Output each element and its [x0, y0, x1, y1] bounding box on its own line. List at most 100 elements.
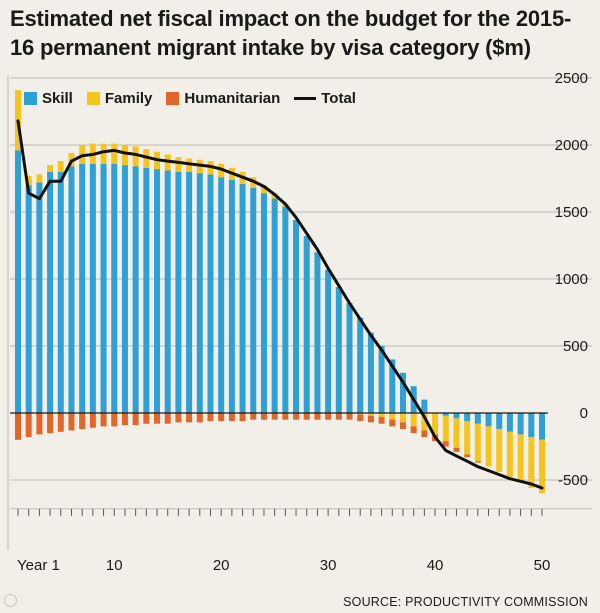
bar-family-year-44 [474, 423, 481, 462]
bar-humanitarian-year-4 [47, 413, 54, 434]
bar-family-year-9 [100, 143, 107, 164]
bar-family-year-16 [175, 157, 182, 172]
x-tick-label: 20 [213, 557, 230, 574]
y-tick-label: 1500 [555, 204, 588, 221]
bar-humanitarian-year-9 [100, 413, 107, 427]
bar-family-year-40 [432, 413, 439, 435]
bar-skill-year-30 [325, 269, 332, 413]
bar-skill-year-15 [164, 170, 171, 413]
bar-humanitarian-year-39 [421, 430, 428, 438]
bar-humanitarian-year-42 [453, 447, 460, 452]
bar-skill-year-9 [100, 163, 107, 413]
legend-label-family: Family [104, 90, 153, 107]
bar-skill-year-20 [218, 177, 225, 413]
bar-skill-year-33 [357, 317, 364, 413]
legend-swatch-humanitarian [166, 92, 180, 105]
bar-skill-year-26 [282, 206, 289, 413]
bar-skill-year-43 [464, 413, 471, 422]
bar-skill-year-10 [111, 163, 118, 413]
bar-humanitarian-year-28 [303, 413, 310, 420]
bar-skill-year-46 [496, 413, 503, 430]
bar-family-year-47 [506, 431, 513, 478]
bar-skill-year-50 [539, 413, 545, 440]
bar-skill-year-39 [421, 399, 428, 413]
legend-item-total: Total [294, 90, 356, 107]
bar-humanitarian-year-25 [271, 413, 278, 420]
legend-label-total: Total [321, 90, 356, 107]
bar-skill-year-31 [335, 287, 342, 413]
bar-humanitarian-year-21 [228, 413, 235, 422]
bar-skill-year-36 [389, 359, 396, 413]
bar-family-year-46 [496, 429, 503, 472]
bar-humanitarian-year-38 [410, 426, 417, 434]
bar-family-year-35 [378, 413, 385, 418]
bar-skill-year-29 [314, 252, 321, 413]
legend-item-humanitarian: Humanitarian [166, 90, 280, 107]
bar-skill-year-35 [378, 346, 385, 413]
bar-skill-year-14 [154, 169, 161, 413]
total-line-group [16, 119, 544, 490]
x-tick-label: Year 1 [17, 557, 60, 574]
bar-skill-year-44 [474, 413, 481, 424]
bar-humanitarian-year-26 [282, 413, 289, 420]
bar-skill-year-12 [132, 166, 139, 413]
bar-skill-year-37 [399, 372, 406, 413]
bar-family-year-36 [389, 413, 396, 420]
bar-humanitarian-year-19 [207, 413, 214, 422]
total-line [16, 119, 544, 490]
legend-swatch-skill [24, 92, 37, 105]
bar-skill-year-28 [303, 236, 310, 413]
bar-humanitarian-year-15 [164, 413, 171, 424]
bar-humanitarian-year-12 [132, 413, 139, 426]
bar-family-year-48 [517, 434, 524, 483]
bar-skill-year-16 [175, 171, 182, 413]
y-tick-label: 2500 [555, 70, 588, 87]
bar-humanitarian-year-41 [442, 441, 449, 447]
legend-swatch-total [294, 97, 317, 100]
legend-swatch-family [86, 92, 100, 105]
bar-humanitarian-year-8 [89, 413, 96, 428]
bar-family-year-11 [121, 145, 128, 166]
bar-skill-year-45 [485, 413, 492, 427]
bar-skill-year-7 [79, 163, 86, 413]
bar-family-year-12 [132, 146, 139, 167]
bar-skill-year-49 [528, 413, 535, 438]
bar-skill-year-2 [25, 185, 32, 413]
bar-skill-year-21 [228, 179, 235, 413]
bar-skill-year-27 [293, 220, 300, 413]
y-tick-label: 0 [580, 405, 588, 422]
bar-skill-year-23 [250, 187, 257, 413]
bar-skill-year-13 [143, 167, 150, 413]
bar-family-year-10 [111, 143, 118, 164]
bar-humanitarian-year-36 [389, 419, 396, 427]
bar-skill-year-17 [186, 171, 193, 413]
bar-family-year-41 [442, 415, 449, 442]
x-tick-label: 40 [427, 557, 444, 574]
bar-family-year-49 [528, 437, 535, 489]
bar-family-year-45 [485, 426, 492, 467]
bar-skill-year-11 [121, 165, 128, 413]
bar-family-year-3 [36, 174, 43, 183]
gridlines [7, 75, 592, 550]
bar-family-year-39 [421, 413, 428, 431]
x-tick-label: 30 [320, 557, 337, 574]
bar-skill-year-5 [57, 171, 64, 413]
source-note: SOURCE: PRODUCTIVITY COMMISSION [343, 595, 588, 609]
bar-humanitarian-year-18 [196, 413, 203, 423]
bar-humanitarian-year-37 [399, 422, 406, 430]
legend-label-skill: Skill [42, 90, 73, 107]
x-tick-label: 50 [534, 557, 551, 574]
y-tick-label: 2000 [555, 137, 588, 154]
bar-skill-year-24 [260, 193, 267, 413]
bar-family-year-5 [57, 161, 64, 172]
bar-humanitarian-year-5 [57, 413, 64, 432]
x-axis: Year 1 10 20 30 40 50 [17, 508, 551, 574]
bar-humanitarian-year-27 [293, 413, 300, 420]
bar-humanitarian-year-16 [175, 413, 182, 423]
bar-humanitarian-year-22 [239, 413, 246, 422]
bar-skill-year-3 [36, 182, 43, 413]
bar-humanitarian-year-7 [79, 413, 86, 430]
bar-family-year-43 [464, 421, 471, 455]
legend-item-skill: Skill [24, 90, 73, 107]
chart-title: Estimated net fiscal impact on the budge… [10, 6, 572, 60]
